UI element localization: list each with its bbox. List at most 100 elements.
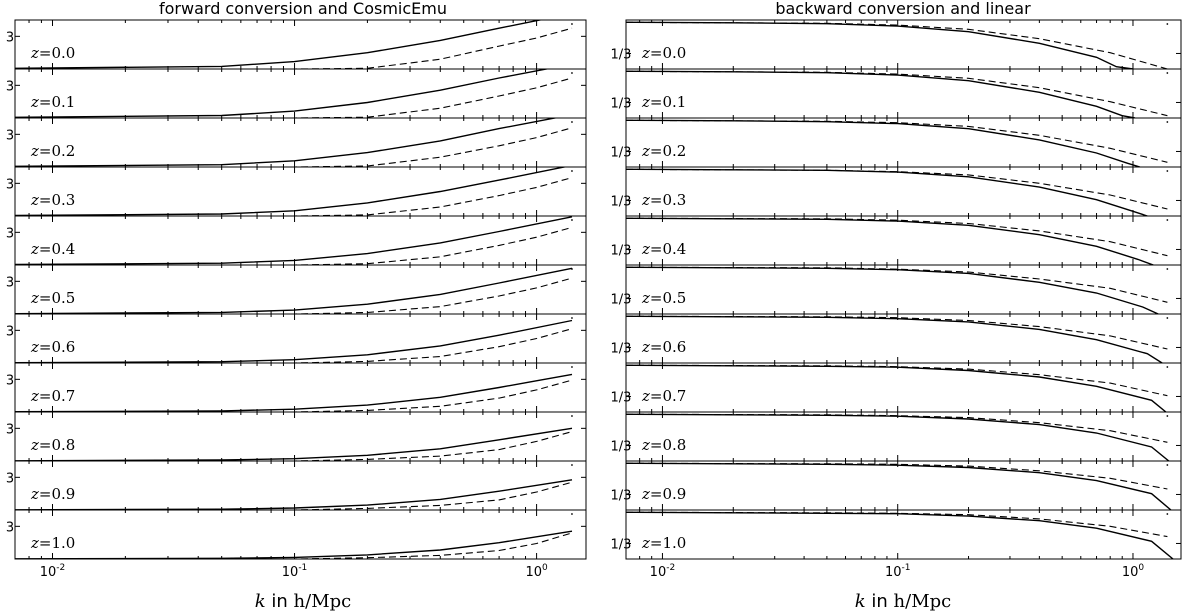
panel-frame <box>625 19 1182 70</box>
redshift-label: z=0.5 <box>641 289 686 307</box>
reference-dot <box>571 72 573 74</box>
panel: 1/3 z=0.9 <box>611 460 1182 511</box>
panel-frame <box>625 411 1182 462</box>
solid-series-line <box>15 267 573 314</box>
panel: 3 z=0.8 <box>6 411 587 462</box>
panel-frame <box>14 264 587 315</box>
reference-dot <box>1166 72 1169 74</box>
y-tick-label: 3 <box>6 324 14 339</box>
dashed-series-line <box>15 532 573 559</box>
solid-series-line <box>15 427 573 461</box>
panel-frame <box>625 68 1182 119</box>
y-tick-label: 3 <box>6 422 14 437</box>
redshift-label: z=0.6 <box>641 338 686 356</box>
y-tick-label: 3 <box>6 275 14 290</box>
dashed-series-line <box>626 266 1168 303</box>
reference-dot <box>1166 415 1169 417</box>
x-tick-label: 10-2 <box>650 563 676 580</box>
x-tick-label: 100 <box>1122 563 1145 580</box>
redshift-label: z=0.9 <box>641 485 686 503</box>
panel: 3 z=0.9 <box>6 460 587 511</box>
panel: 1/3 z=0.8 <box>611 411 1182 462</box>
solid-series-line <box>15 319 573 363</box>
reference-dot <box>1166 366 1169 368</box>
solid-series-line <box>15 373 573 412</box>
y-tick-label: 1/3 <box>611 292 632 307</box>
solid-series-line <box>626 168 1148 216</box>
redshift-label: z=0.7 <box>30 387 75 405</box>
panel-frame <box>14 460 587 511</box>
redshift-label: z=1.0 <box>30 534 75 552</box>
redshift-label: z=0.9 <box>30 485 75 503</box>
redshift-label: z=1.0 <box>641 534 686 552</box>
redshift-label: z=0.6 <box>30 338 75 356</box>
panel-frame <box>625 313 1182 364</box>
reference-dot <box>571 23 573 25</box>
dashed-series-line <box>15 328 573 363</box>
left-x-tick-labels: 10-2 10-1 100 <box>40 563 548 580</box>
x-tick-label: 10-2 <box>40 563 66 580</box>
redshift-label: z=0.8 <box>641 436 686 454</box>
y-tick-label: 3 <box>6 177 14 192</box>
redshift-label: z=0.1 <box>30 93 75 111</box>
redshift-label: z=0.4 <box>641 240 686 258</box>
panel: 3 z=1.0 <box>6 509 587 560</box>
reference-dot <box>571 121 573 123</box>
reference-dot <box>1166 513 1169 515</box>
panel-frame <box>14 166 587 217</box>
panel: 1/3 z=0.4 <box>611 215 1182 266</box>
panel: 3 z=0.1 <box>6 68 587 119</box>
y-tick-label: 3 <box>6 520 14 535</box>
solid-series-line <box>626 462 1172 510</box>
redshift-label: z=0.3 <box>641 191 686 209</box>
backward-conversion-column: backward conversion and linear 1/3 z=0.01… <box>611 0 1182 612</box>
y-tick-label: 3 <box>6 471 14 486</box>
dashed-series-line <box>626 315 1168 350</box>
panel: 3 z=0.6 <box>6 313 587 364</box>
solid-series-line <box>626 315 1163 363</box>
solid-series-line <box>626 119 1141 167</box>
left-chart-title: forward conversion and CosmicEmu <box>159 0 447 18</box>
dashed-series-line <box>15 77 573 118</box>
dashed-series-line <box>626 462 1168 490</box>
reference-dot <box>571 513 573 515</box>
dashed-series-line <box>626 168 1168 210</box>
panel: 1/3 z=0.7 <box>611 362 1182 413</box>
panel-frame <box>625 509 1182 560</box>
panel: 3 z=0.3 <box>6 166 587 217</box>
dashed-series-line <box>15 431 573 461</box>
redshift-label: z=0.2 <box>30 142 75 160</box>
dashed-series-line <box>15 481 573 510</box>
solid-series-line <box>626 266 1159 314</box>
dashed-series-line <box>15 226 573 265</box>
reference-dot <box>1166 170 1169 172</box>
panel-frame <box>625 460 1182 511</box>
solid-series-line <box>15 479 573 510</box>
panel: 1/3 z=0.1 <box>611 68 1182 119</box>
solid-series-line <box>626 413 1170 461</box>
y-tick-label: 3 <box>6 79 14 94</box>
y-tick-label: 1/3 <box>611 194 632 209</box>
panel-frame <box>625 362 1182 413</box>
panel: 1/3 z=0.3 <box>611 166 1182 217</box>
solid-series-line <box>15 167 568 216</box>
solid-series-line <box>15 118 559 167</box>
panel-frame <box>625 117 1182 168</box>
reference-dot <box>1166 219 1169 221</box>
right-x-axis-label: k in h/Mpc <box>855 591 951 612</box>
solid-series-line <box>15 20 544 69</box>
reference-dot <box>1166 464 1169 466</box>
solid-series-line <box>626 21 1134 69</box>
reference-dot <box>1166 121 1169 123</box>
y-tick-label: 3 <box>6 226 14 241</box>
redshift-label: z=0.5 <box>30 289 75 307</box>
dashed-series-line <box>626 70 1168 117</box>
y-tick-label: 1/3 <box>611 47 632 62</box>
panel: 1/3 z=1.0 <box>611 509 1182 560</box>
y-tick-label: 1/3 <box>611 537 632 552</box>
panel-frame <box>625 215 1182 266</box>
solid-series-line <box>626 70 1136 118</box>
panel: 3 z=0.5 <box>6 264 587 315</box>
panel-frame <box>14 313 587 364</box>
